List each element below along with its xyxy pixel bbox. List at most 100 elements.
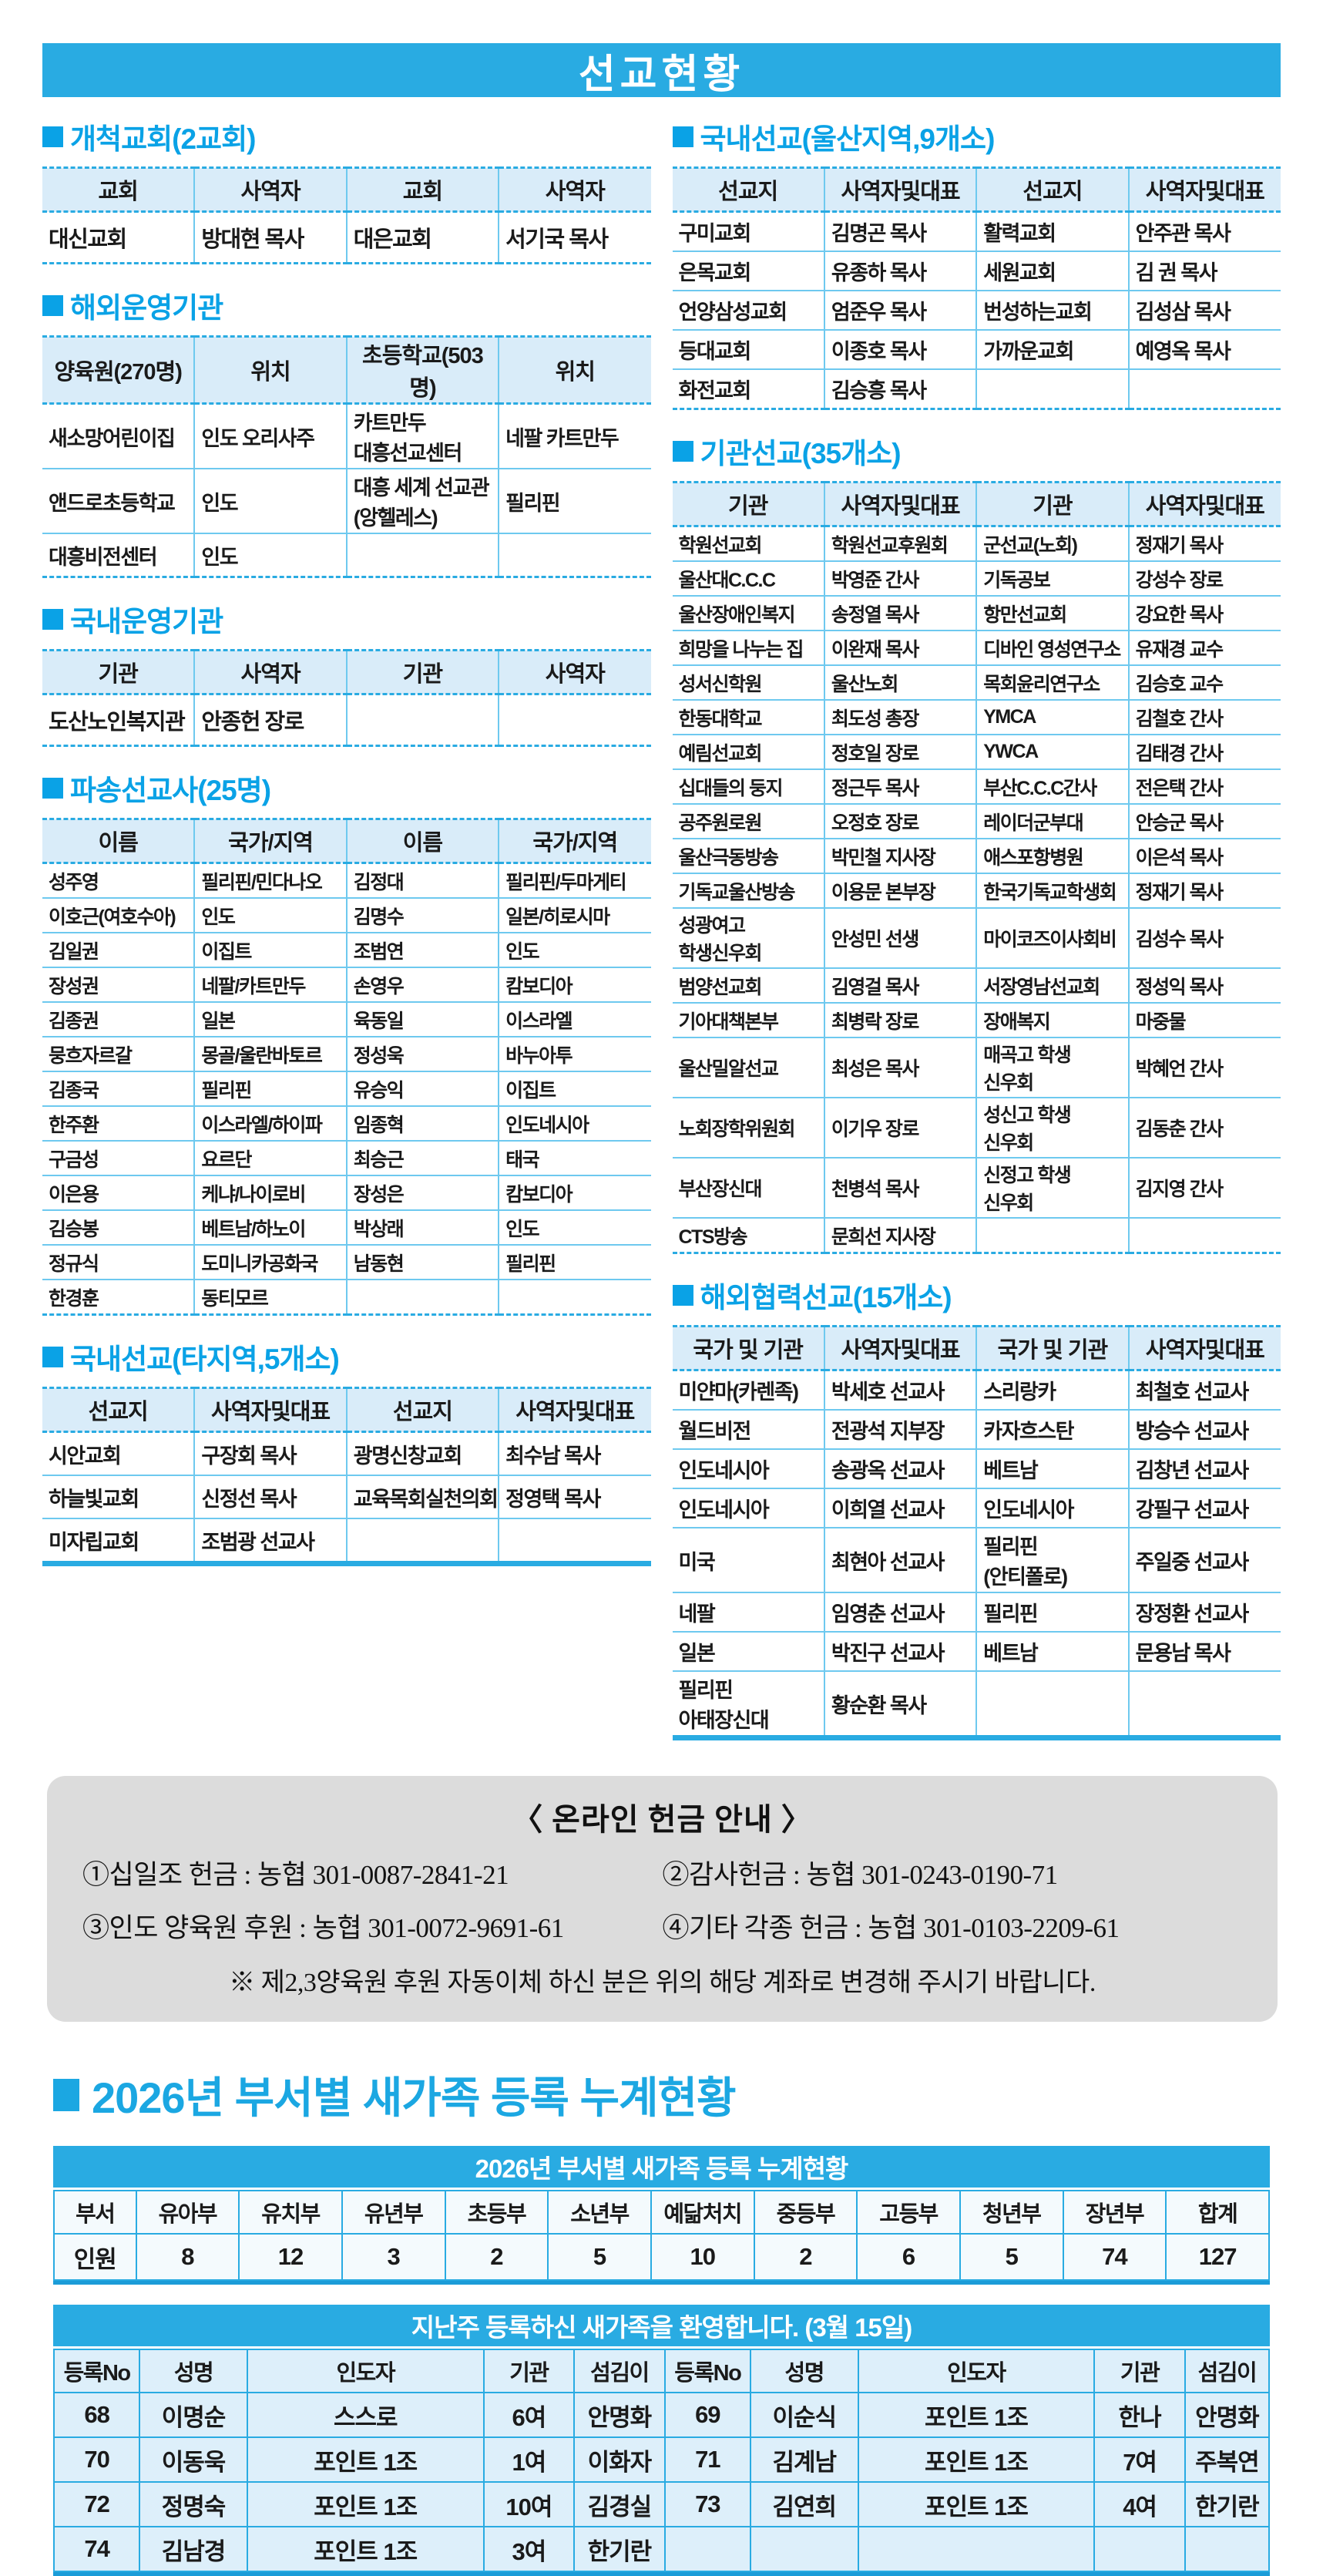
table-cell: 성주영 [42, 863, 195, 899]
section-domestic-organizations: 국내운영기관 기관 사역자 기관 사역자 도산노인복지관 안종헌 장로 [42, 598, 651, 747]
table-cell: 김지영 간사 [1127, 1158, 1281, 1219]
table-cell: 5 [547, 2233, 652, 2281]
table-cell: 오정호 장로 [823, 804, 977, 839]
section-title: 해외협력선교(15개소) [672, 1274, 1281, 1316]
table-cell: 정성욱 [345, 1037, 499, 1072]
table-row: 공주원로원 오정호 장로 레이더군부대 안승군 목사 [672, 804, 1281, 839]
table-cell: 10여 [482, 2481, 576, 2527]
table-cell: 예림선교회 [672, 735, 824, 770]
table-cell: 학원선교회 [672, 526, 824, 562]
table-cell: 대흥비전센터 [42, 533, 195, 578]
table-cell: 김 권 목사 [1127, 251, 1281, 291]
table-cell: 성광여고 학생신우회 [672, 908, 824, 969]
table-cell: 시안교회 [42, 1431, 195, 1476]
table-cell: 3 [341, 2233, 446, 2281]
table-row: 뭉흐자르갈 몽골/울란바토르 정성욱 바누아투 [42, 1037, 651, 1072]
table-cell [663, 2526, 751, 2572]
table-cell: 74 [1062, 2233, 1167, 2281]
table-cell: 임영춘 선교사 [823, 1592, 977, 1633]
column-header: 성명 [749, 2349, 859, 2393]
table-row: 김종국 필리핀 유승익 이집트 [42, 1071, 651, 1107]
table-cell: 대흥 세계 선교관(앙헬레스) [345, 469, 499, 534]
table-cell: 안종헌 장로 [193, 694, 347, 747]
table-cell: 최도성 총장 [823, 700, 977, 735]
table-cell: 하늘빛교회 [42, 1475, 195, 1519]
table-cell: 박진구 선교사 [823, 1632, 977, 1672]
left-column: 개척교회(2교회) 교회 사역자 교회 사역자 대신교회 방대현 목사 대은교회 서기국 목사… [42, 105, 651, 1740]
table-cell: 서기국 목사 [498, 211, 651, 264]
table-row: 화전교회 김승흥 목사 [672, 369, 1281, 410]
table-cell: 등대교회 [672, 330, 824, 370]
table-row: 예림선교회 정호일 장로 YWCA 김태경 간사 [672, 735, 1281, 770]
table-cell: 이은석 목사 [1127, 839, 1281, 874]
table-cell: 노회장학위원회 [672, 1098, 824, 1159]
table-cell: 김영걸 목사 [823, 968, 977, 1004]
table-cell: 69 [663, 2392, 751, 2438]
table-cell: 장정환 선교사 [1127, 1592, 1281, 1633]
table-cell: 필리핀 [193, 1071, 347, 1107]
table-row: 미얀마(카렌족) 박세호 선교사 스리랑카 최철호 선교사 [672, 1370, 1281, 1411]
table-cell: 엄준우 목사 [823, 291, 977, 331]
domestic-organizations-table: 기관 사역자 기관 사역자 도산노인복지관 안종헌 장로 [42, 649, 651, 747]
table-cell: 공주원로원 [672, 804, 824, 839]
section-title-text: 해외운영기관 [70, 292, 223, 324]
table-row: 성광여고 학생신우회 안성민 선생 마이코즈이사회비 김성수 목사 [672, 908, 1281, 969]
section-title: 파송선교사(25명) [42, 767, 651, 809]
table-row: 울산대C.C.C 박영준 간사 기독공보 강성수 장로 [672, 561, 1281, 597]
table-cell: 72 [52, 2481, 141, 2527]
column-header: 국가/지역 [498, 818, 651, 864]
column-header: 양육원(270명) [42, 335, 195, 405]
table-cell: 카트만두 대흥선교센터 [345, 403, 499, 469]
table-row: 대흥비전센터 인도 [42, 533, 651, 578]
donation-account-india-orphanage: ③인도 양육원 후원 : 농협 301-0072-9691-61 [82, 1913, 564, 1943]
table-cell: 손영우 [345, 967, 499, 1003]
table-header-row: 등록No 성명 인도자 기관 섬김이 등록No 성명 인도자 기관 섬김이 [52, 2349, 1271, 2393]
column-header: 청년부 [959, 2190, 1064, 2235]
section-domestic-missions-ulsan: 국내선교(울산지역,9개소) 선교지 사역자및대표 선교지 사역자및대표 구미교회 김명곤… [672, 116, 1281, 410]
table-cell: 4여 [1093, 2481, 1186, 2527]
table-cell [345, 694, 499, 747]
column-end-rule [42, 1561, 651, 1566]
table-cell: 대은교회 [345, 211, 499, 264]
table-row: 한경훈 동티모르 [42, 1280, 651, 1316]
donation-account-thanksgiving: ②감사헌금 : 농협 301-0243-0190-71 [662, 1860, 1059, 1890]
section-title-text: 국내운영기관 [70, 606, 223, 637]
table-cell: 미얀마(카렌족) [672, 1370, 824, 1411]
column-header: 선교지 [42, 1387, 195, 1433]
table-cell: 도산노인복지관 [42, 694, 195, 747]
table-cell: 한나 [1093, 2392, 1186, 2438]
table-header-row: 기관 사역자 기관 사역자 [42, 649, 651, 695]
table-row: 김일권 이집트 조범연 인도 [42, 933, 651, 968]
table-cell: 김종권 [42, 1002, 195, 1037]
table-cell: 이은용 [42, 1175, 195, 1211]
table-cell: 필리핀 [498, 469, 651, 534]
section-pioneer-churches: 개척교회(2교회) 교회 사역자 교회 사역자 대신교회 방대현 목사 대은교회 서기국 목사 [42, 116, 651, 264]
table-cell: 김명곤 목사 [823, 211, 977, 252]
table-cell: 8 [135, 2233, 240, 2281]
table-cell: 카자흐스탄 [975, 1410, 1129, 1450]
newcomers-welcome-table-title: 지난주 등록하신 새가족을 환영합니다. (3월 15일) [53, 2305, 1270, 2349]
table-row: 74 김남경 포인트 1조 3여 한기란 [52, 2526, 1271, 2572]
table-row: 김승봉 베트남/하노이 박상래 인도 [42, 1210, 651, 1246]
table-header-row: 교회 사역자 교회 사역자 [42, 166, 651, 213]
column-header: 위치 [193, 335, 347, 405]
table-row: 한동대학교 최도성 총장 YMCA 김철호 간사 [672, 700, 1281, 735]
table-cell: 필리핀 [975, 1592, 1129, 1633]
table-cell: 마이코즈이사회비 [975, 908, 1129, 969]
table-row: 월드비전 전광석 지부장 카자흐스탄 방승수 선교사 [672, 1410, 1281, 1450]
table-cell: 범양선교회 [672, 968, 824, 1004]
table-row: 울산극동방송 박민철 지사장 애스포항병원 이은석 목사 [672, 839, 1281, 874]
table-cell: 이기우 장로 [823, 1098, 977, 1159]
table-row: 새소망어린이집 인도 오리사주 카트만두 대흥선교센터 네팔 카트만두 [42, 403, 651, 469]
overseas-organizations-table: 양육원(270명) 위치 초등학교(503명) 위치 새소망어린이집 인도 오리사주 카트만… [42, 335, 651, 578]
column-header: 기관 [345, 649, 499, 695]
table-cell: 포인트 1조 [857, 2481, 1096, 2527]
table-cell: 이완재 목사 [823, 631, 977, 666]
column-header: 중등부 [753, 2190, 858, 2235]
table-cell: 이호근(여호수아) [42, 898, 195, 933]
table-cell: 정근두 목사 [823, 769, 977, 805]
column-header: 장년부 [1062, 2190, 1167, 2235]
table-cell: 안성민 선생 [823, 908, 977, 969]
table-cell: 김성삼 목사 [1127, 291, 1281, 331]
